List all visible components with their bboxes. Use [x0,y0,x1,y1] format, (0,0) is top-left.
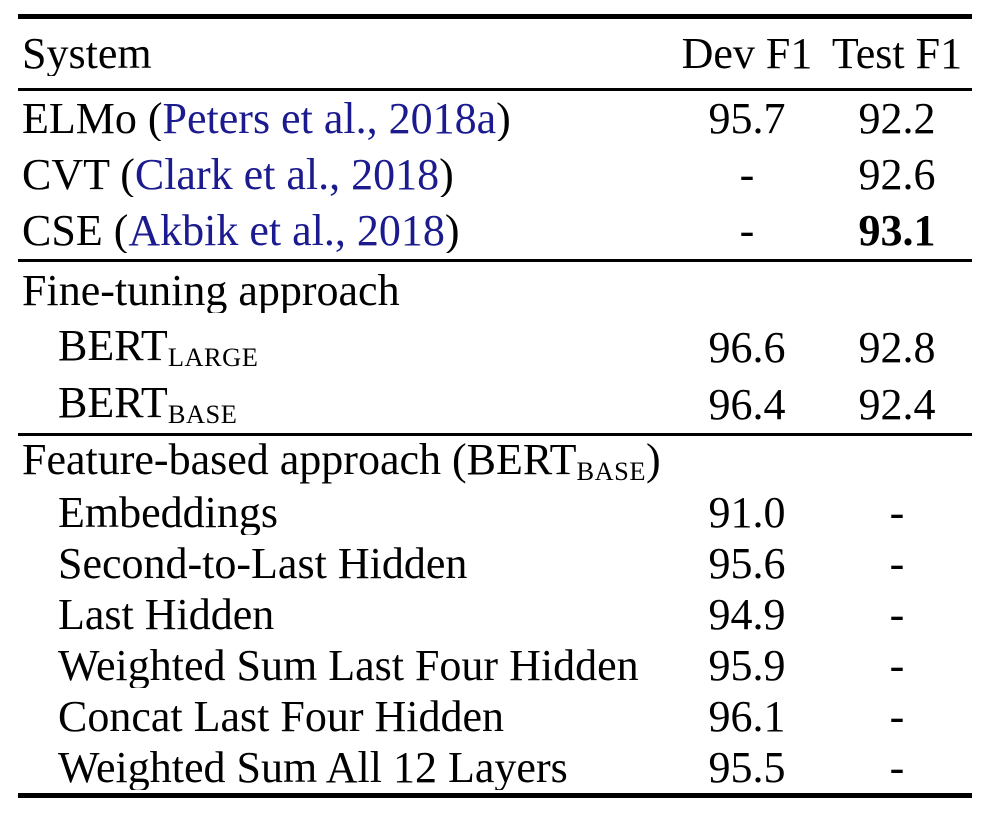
system-name: ELMo ( [22,97,163,141]
column-header-system: System [22,31,152,76]
test-f1-value: - [889,589,905,639]
bottom-rule [18,793,972,798]
column-header-test-f1: Test F1 [831,28,963,78]
table-row: BERTBASE 96.4 92.4 [18,376,972,433]
system-cell: Embeddings [58,490,278,535]
column-header-dev-f1: Dev F1 [681,28,813,78]
test-f1-value: 92.8 [858,322,936,372]
system-cell: Concat Last Four Hidden [58,694,505,739]
table-row: ELMo (Peters et al., 2018a) 95.7 92.2 [18,91,972,147]
dev-f1-value: - [739,150,755,199]
system-name: CVT ( [22,153,135,197]
system-cell: Last Hidden [58,592,275,637]
table-row: Last Hidden 94.9 - [18,589,972,640]
citation-link[interactable]: Clark et al., 2018 [134,153,440,197]
model-name: BERT [58,381,168,428]
system-name-close: ) [439,153,454,197]
test-f1-value: - [889,487,905,537]
model-name: BERT [58,324,168,371]
section-title-text: Feature-based approach (BERT [22,438,577,485]
citation-link[interactable]: Peters et al., 2018a [162,97,497,141]
table-row: BERTLARGE 96.6 92.8 [18,319,972,376]
test-f1-value-best: 93.1 [858,206,936,255]
system-name-close: ) [496,97,511,141]
section-title-close: ) [646,438,661,485]
table-header-row: System Dev F1 Test F1 [18,19,972,88]
test-f1-value: - [889,691,905,741]
test-f1-value: - [889,538,905,588]
system-cell: CSE (Akbik et al., 2018) [18,209,672,253]
table-row: Second-to-Last Hidden 95.6 - [18,538,972,589]
dev-f1-value: 96.1 [708,691,786,741]
dev-f1-value: 91.0 [708,487,786,537]
test-f1-value: - [889,640,905,690]
test-f1-value: 92.6 [858,150,936,199]
header-rule [18,88,972,91]
dev-f1-value: 96.6 [708,322,786,372]
system-name: CSE ( [22,209,129,253]
ner-results-table: System Dev F1 Test F1 ELMo (Peters et al… [18,14,972,798]
model-size-subscript: BASE [576,456,647,485]
dev-f1-value: 95.7 [708,94,786,143]
table-row: Weighted Sum All 12 Layers 95.5 - [18,742,972,793]
system-cell: BERTLARGE [18,324,672,370]
system-cell: ELMo (Peters et al., 2018a) [18,97,672,141]
dev-f1-value: 96.4 [708,379,786,429]
dev-f1-value: 95.9 [708,640,786,690]
top-rule [18,14,972,19]
section-title: Feature-based approach (BERTBASE) [18,438,672,484]
system-cell: CVT (Clark et al., 2018) [18,153,672,197]
system-cell: Weighted Sum All 12 Layers [58,745,568,790]
section-rule [18,259,972,262]
test-f1-value: 92.4 [858,379,936,429]
dev-f1-value: - [739,206,755,255]
dev-f1-value: 95.6 [708,538,786,588]
model-size-subscript: LARGE [167,342,259,371]
dev-f1-value: 94.9 [708,589,786,639]
test-f1-value: - [889,742,905,792]
system-name-close: ) [444,209,460,253]
dev-f1-value: 95.5 [708,742,786,792]
citation-link[interactable]: Akbik et al., 2018 [128,209,445,253]
system-cell: Second-to-Last Hidden [58,541,468,586]
section-header-row: Feature-based approach (BERTBASE) [18,436,972,487]
section-header-row: Fine-tuning approach [18,262,972,319]
system-cell: BERTBASE [18,381,672,427]
section-rule [18,433,972,436]
table-row: CVT (Clark et al., 2018) - 92.6 [18,147,972,203]
table-row: Embeddings 91.0 - [18,487,972,538]
model-size-subscript: BASE [167,399,238,428]
system-cell: Weighted Sum Last Four Hidden [58,643,639,688]
table-row: Weighted Sum Last Four Hidden 95.9 - [18,640,972,691]
table-row: CSE (Akbik et al., 2018) - 93.1 [18,203,972,259]
table-row: Concat Last Four Hidden 96.1 - [18,691,972,742]
section-title: Fine-tuning approach [22,268,400,313]
test-f1-value: 92.2 [858,94,936,143]
